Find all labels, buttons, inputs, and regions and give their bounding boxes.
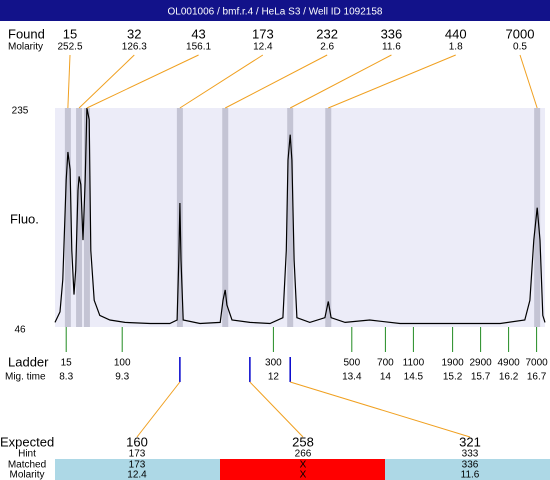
found-molarity: 11.6: [382, 42, 401, 53]
match-cell: [55, 459, 220, 480]
ladder-size: 100: [114, 358, 131, 369]
peak-band: [222, 108, 229, 327]
found-size: 336: [381, 26, 403, 41]
found-size: 15: [63, 26, 77, 41]
found-connector: [328, 54, 456, 109]
matched-value: 173: [129, 460, 146, 471]
ladder-size: 4900: [497, 358, 520, 369]
found-connector: [225, 54, 328, 109]
found-connector: [519, 54, 538, 109]
ladder-size: 7000: [525, 358, 548, 369]
found-size: 232: [316, 26, 338, 41]
y-axis-label: Fluo.: [10, 211, 39, 226]
peak-band: [287, 108, 294, 327]
trace: [54, 107, 546, 325]
peak-band: [534, 108, 541, 327]
y-tick-label: 46: [14, 325, 26, 336]
row-label: Matched: [8, 460, 46, 471]
found-connector: [67, 54, 71, 109]
expected-size: 160: [126, 434, 148, 449]
mig-time-label: Mig. time: [5, 372, 46, 383]
match-cell: [220, 459, 385, 480]
molarity-value: 12.4: [127, 470, 147, 480]
found-molarity: 252.5: [57, 42, 82, 53]
ladder-size: 300: [265, 358, 282, 369]
found-molarity: 12.4: [253, 42, 273, 53]
peak-band: [64, 108, 71, 327]
found-molarity: 2.6: [320, 42, 334, 53]
matched-value: X: [300, 460, 307, 471]
expected-connector: [290, 381, 471, 438]
found-size: 440: [445, 26, 467, 41]
peak-band: [76, 108, 83, 327]
hint-value: 333: [462, 449, 479, 460]
molarity-value: X: [300, 470, 307, 480]
found-size: 7000: [506, 26, 535, 41]
expected-size: 321: [459, 434, 481, 449]
ladder-time: 14.5: [404, 372, 424, 383]
molarity-label: Molarity: [8, 42, 43, 53]
ladder-time: 13.4: [342, 372, 362, 383]
row-label: Hint: [18, 449, 36, 460]
found-connector: [78, 54, 135, 109]
ladder-label: Ladder: [8, 354, 49, 369]
ladder-size: 2900: [469, 358, 492, 369]
hint-value: 266: [295, 449, 312, 460]
expected-connector: [136, 381, 181, 438]
found-connector: [289, 54, 392, 109]
found-size: 173: [252, 26, 274, 41]
found-size: 32: [127, 26, 141, 41]
ladder-size: 1900: [441, 358, 464, 369]
expected-connector: [249, 381, 304, 438]
ladder-size: 500: [343, 358, 360, 369]
header-bar: [0, 0, 550, 21]
ladder-time: 16.7: [527, 372, 547, 383]
peak-band: [325, 108, 332, 327]
found-size: 43: [191, 26, 205, 41]
ladder-time: 9.3: [115, 372, 129, 383]
molarity-value: 11.6: [461, 470, 480, 480]
found-label: Found: [8, 26, 45, 41]
ladder-time: 15.7: [471, 372, 491, 383]
ladder-size: 700: [377, 358, 394, 369]
expected-label: Expected: [0, 434, 54, 449]
ladder-time: 14: [380, 372, 392, 383]
found-connector: [86, 54, 199, 109]
matched-value: 336: [462, 460, 479, 471]
found-connector: [179, 54, 264, 109]
found-molarity: 1.8: [449, 42, 463, 53]
ladder-size: 15: [61, 358, 73, 369]
found-molarity: 126.3: [122, 42, 147, 53]
expected-size: 258: [292, 434, 314, 449]
ladder-time: 16.2: [499, 372, 519, 383]
peak-band: [83, 108, 90, 327]
ladder-size: 1100: [403, 358, 425, 369]
ladder-time: 15.2: [443, 372, 463, 383]
ladder-time: 12: [268, 372, 280, 383]
header-title: OL001006 / bmf.r.4 / HeLa S3 / Well ID 1…: [168, 7, 383, 18]
match-cell: [385, 459, 550, 480]
row-label: Molarity: [9, 470, 44, 480]
found-molarity: 0.5: [513, 42, 527, 53]
found-molarity: 156.1: [186, 42, 211, 53]
ladder-time: 8.3: [59, 372, 73, 383]
plot-area: [55, 108, 545, 327]
hint-value: 173: [129, 449, 146, 460]
y-tick-label: 235: [12, 106, 29, 117]
